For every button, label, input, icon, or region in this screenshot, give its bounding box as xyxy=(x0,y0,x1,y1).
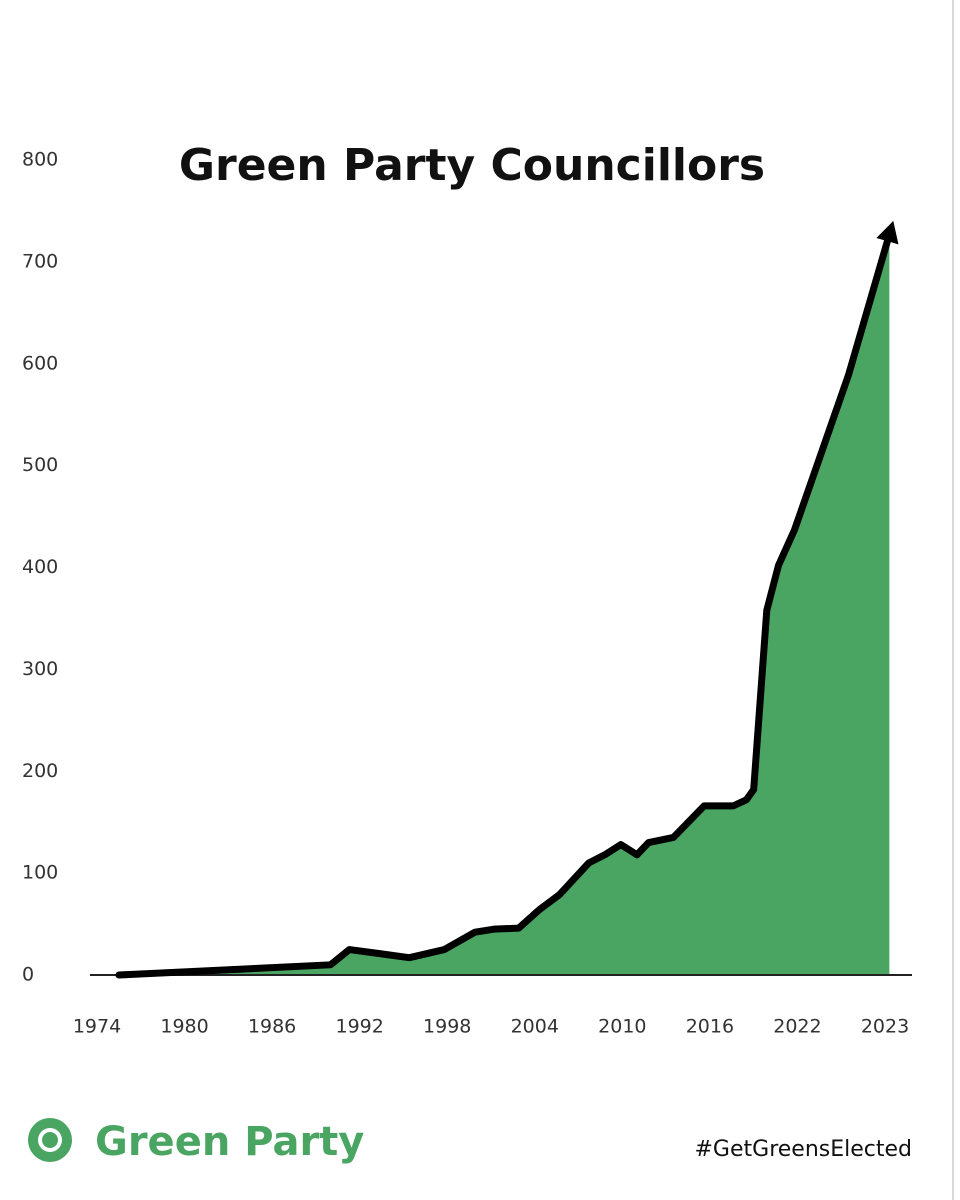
x-tick-label: 2010 xyxy=(598,1016,646,1038)
y-tick-label: 500 xyxy=(22,454,58,476)
x-tick-label: 2023 xyxy=(861,1016,909,1038)
chart-title: Green Party Councillors xyxy=(179,140,765,191)
y-tick-label: 200 xyxy=(22,760,58,782)
x-tick-label: 2016 xyxy=(686,1016,734,1038)
x-tick-label: 1992 xyxy=(335,1016,383,1038)
y-tick-label: 700 xyxy=(22,250,58,272)
x-tick-label: 2022 xyxy=(773,1016,821,1038)
y-tick-label: 100 xyxy=(22,862,58,884)
y-tick-label: 400 xyxy=(22,556,58,578)
x-tick-label: 1974 xyxy=(73,1016,121,1038)
line xyxy=(115,230,893,979)
x-tick-label: 1986 xyxy=(248,1016,296,1038)
y-tick-label: 800 xyxy=(22,149,58,171)
x-tick-label: 1998 xyxy=(423,1016,471,1038)
arrow-head xyxy=(876,220,899,245)
logo xyxy=(28,1118,72,1162)
y-tick-label: 300 xyxy=(22,658,58,680)
y-tick-label: 600 xyxy=(22,352,58,374)
y-tick-label: 0 xyxy=(22,964,34,986)
hashtag: #GetGreensElected xyxy=(695,1137,913,1162)
area xyxy=(118,234,890,975)
x-tick-label: 1980 xyxy=(160,1016,208,1038)
x-tick-label: 2004 xyxy=(511,1016,559,1038)
brand: Green Party xyxy=(95,1119,364,1165)
